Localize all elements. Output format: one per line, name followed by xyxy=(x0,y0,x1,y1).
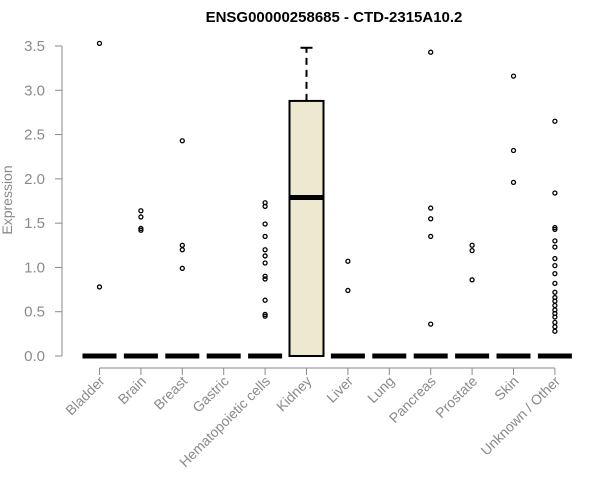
boxes-layer xyxy=(82,40,572,359)
outlier-point xyxy=(552,270,558,277)
x-tick-label: Bladder xyxy=(62,373,108,419)
outlier-point xyxy=(552,319,558,325)
outlier-point xyxy=(552,302,558,309)
y-tick-label: 2.5 xyxy=(24,127,45,144)
y-tick-label: 3.5 xyxy=(24,38,45,55)
outlier-point xyxy=(179,265,185,271)
y-tick-label: 1.5 xyxy=(24,215,45,232)
outlier-point xyxy=(138,227,144,233)
outlier-point xyxy=(552,280,558,287)
y-tick-label: 3.0 xyxy=(24,82,45,99)
outlier-point xyxy=(262,247,268,253)
outlier-point xyxy=(552,118,558,124)
outlier-point xyxy=(262,221,268,227)
outlier-point xyxy=(345,258,351,264)
outlier-point xyxy=(552,289,558,295)
box-group xyxy=(330,258,365,359)
outlier-point xyxy=(552,314,558,320)
y-axis-label: Expression xyxy=(0,165,15,234)
outlier-point xyxy=(138,208,144,214)
box-group xyxy=(288,46,325,357)
outlier-point xyxy=(428,205,434,211)
y-tick-label: 2.0 xyxy=(24,171,45,188)
box-group xyxy=(248,200,283,359)
outlier-point xyxy=(428,216,434,222)
outlier-point xyxy=(552,224,558,231)
outlier-point xyxy=(552,324,558,330)
outlier-point xyxy=(262,311,268,318)
outlier-point xyxy=(262,273,268,279)
outlier-point xyxy=(262,260,268,266)
x-tick-label: Skin xyxy=(491,373,522,404)
box-group xyxy=(537,118,572,359)
box-group xyxy=(123,208,158,359)
outlier-point xyxy=(345,287,351,294)
x-tick-label: Brain xyxy=(115,373,149,407)
x-tick-label: Kidney xyxy=(273,373,315,415)
outlier-point xyxy=(138,214,144,220)
y-axis: 0.0 0.5 1.0 1.5 2.0 2.5 3.0 3.5 xyxy=(24,38,63,365)
outlier-point xyxy=(428,233,434,240)
outlier-point xyxy=(262,233,268,240)
box-group xyxy=(82,40,117,359)
outlier-point xyxy=(262,297,268,303)
outlier-point xyxy=(510,179,517,186)
outlier-point xyxy=(552,226,558,232)
outlier-point xyxy=(262,313,268,319)
box-group xyxy=(496,73,531,359)
outlier-point xyxy=(96,40,103,46)
outlier-point xyxy=(262,253,268,259)
x-tick-label: Prostate xyxy=(432,373,480,421)
chart-title: ENSG00000258685 - CTD-2315A10.2 xyxy=(206,9,463,26)
box-group xyxy=(455,242,490,359)
outlier-point xyxy=(552,263,558,269)
outlier-point xyxy=(138,225,144,232)
outlier-point xyxy=(428,321,434,327)
outlier-point xyxy=(262,276,268,282)
outlier-point xyxy=(262,203,268,209)
outlier-point xyxy=(552,244,558,250)
box-group xyxy=(413,49,448,359)
outlier-point xyxy=(469,247,475,254)
outlier-point xyxy=(552,298,558,304)
x-tick-label: Breast xyxy=(150,373,190,413)
outlier-point xyxy=(96,284,103,290)
outlier-point xyxy=(179,138,185,144)
y-tick-label: 0.5 xyxy=(24,304,45,321)
y-tick-label: 1.0 xyxy=(24,259,45,276)
outlier-point xyxy=(552,190,558,196)
outlier-point xyxy=(552,328,558,334)
outlier-point xyxy=(552,255,558,262)
outlier-point xyxy=(179,242,185,248)
outlier-point xyxy=(179,247,185,253)
y-tick-label: 0.0 xyxy=(24,348,45,365)
outlier-point xyxy=(510,73,517,79)
outlier-point xyxy=(469,277,475,283)
x-tick-label: Lung xyxy=(364,373,397,406)
outlier-point xyxy=(469,242,475,248)
x-tick-label: Liver xyxy=(323,373,356,406)
outlier-point xyxy=(552,238,558,244)
outlier-point xyxy=(510,147,517,154)
box-body xyxy=(288,99,325,357)
x-tick-label: Unknown / Other xyxy=(477,373,563,459)
box-group xyxy=(165,138,200,359)
outlier-point xyxy=(428,49,434,55)
